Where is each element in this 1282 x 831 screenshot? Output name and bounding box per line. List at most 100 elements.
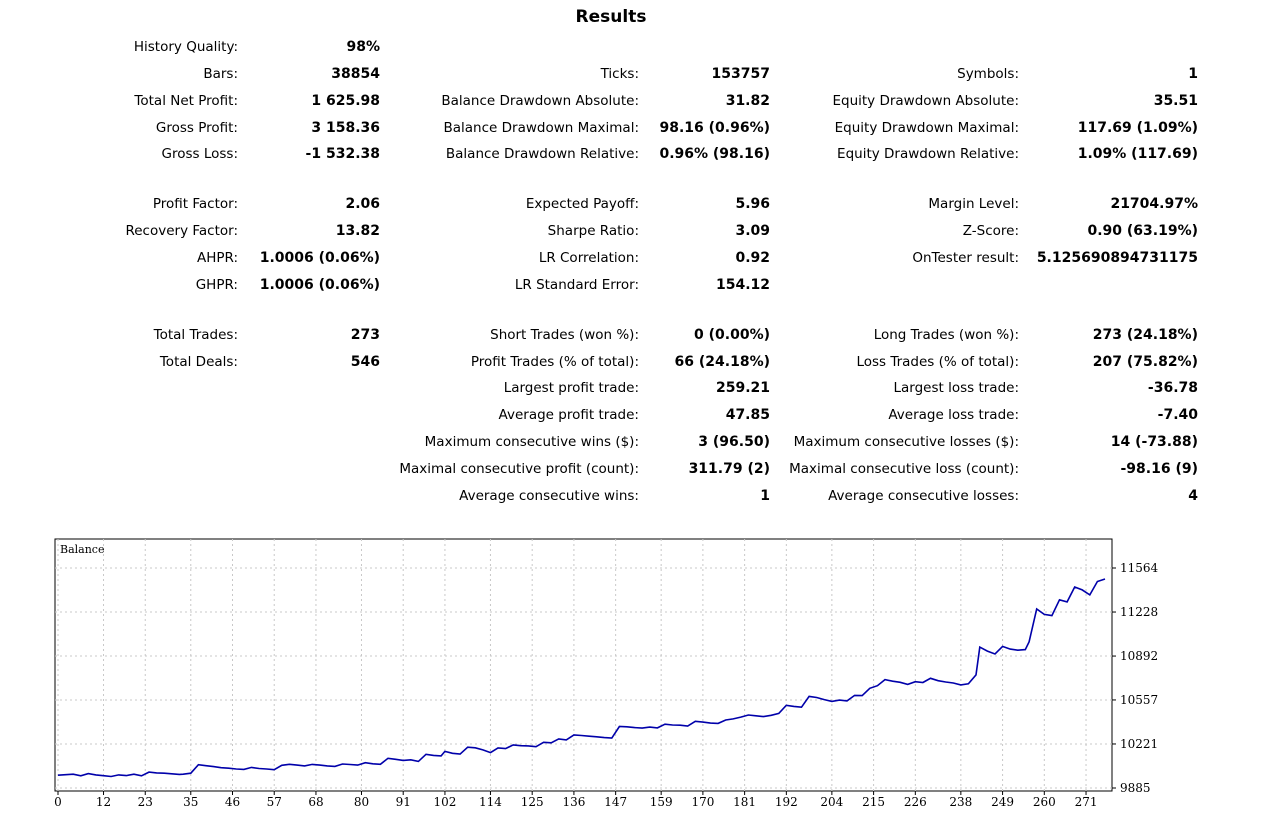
stat-value-equity-drawdown-relative: 1.09% (117.69): [1077, 146, 1198, 163]
stat-label-largest-loss-trade: Largest loss trade:: [893, 380, 1019, 397]
x-tick-label: 23: [138, 795, 153, 809]
stat-value-long-trades-won: 273 (24.18%): [1092, 326, 1198, 343]
x-tick-label: 57: [267, 795, 282, 809]
stat-label-balance-drawdown-relative: Balance Drawdown Relative:: [445, 146, 639, 163]
stat-value-total-deals: 546: [350, 353, 380, 370]
balance-chart: 0 12 23 35 46 57 68 80 91 102 114 125 136 147 159 170 18…: [0, 530, 1282, 827]
stat-label-long-trades-won: Long Trades (won %):: [873, 326, 1019, 343]
stat-value-average-consecutive-wins: 1: [760, 487, 770, 504]
stat-value-largest-profit-trade: 259.21: [715, 380, 770, 397]
stat-value-ahpr: 1.0006 (0.06%): [259, 249, 380, 266]
stat-label-expected-payoff: Expected Payoff:: [525, 196, 639, 213]
x-tick-label: 114: [479, 795, 502, 809]
y-tick-label: 11564: [1120, 561, 1159, 575]
x-tick-label: 136: [562, 795, 585, 809]
x-tick-label: 192: [775, 795, 798, 809]
stat-label-profit-factor: Profit Factor:: [152, 196, 238, 213]
x-tick-label: 35: [183, 795, 198, 809]
stat-value-margin-level: 21704.97%: [1110, 196, 1198, 213]
stat-value-balance-drawdown-relative: 0.96% (98.16): [659, 146, 770, 163]
stat-label-loss-trades-of-total: Loss Trades (% of total):: [856, 353, 1019, 370]
stat-label-lr-standard-error: LR Standard Error:: [514, 276, 639, 293]
stat-label-bars: Bars:: [203, 65, 238, 82]
stat-value-recovery-factor: 13.82: [335, 223, 380, 240]
stat-value-symbols: 1: [1188, 65, 1198, 82]
stat-value-sharpe-ratio: 3.09: [735, 223, 770, 240]
stat-value-maximum-consecutive-losses: 14 (-73.88): [1110, 434, 1198, 451]
x-tick-label: 159: [650, 795, 673, 809]
y-tick-label: 10892: [1120, 649, 1158, 663]
x-tick-label: 204: [820, 795, 843, 809]
balance-chart-svg: 0 12 23 35 46 57 68 80 91 102 114 125 136 147 159 170 18…: [54, 538, 1159, 809]
x-tick-label: 238: [949, 795, 972, 809]
chart-title: Balance: [60, 543, 104, 556]
stat-label-maximum-consecutive-losses: Maximum consecutive losses ($):: [793, 434, 1019, 451]
stat-label-ghpr: GHPR:: [195, 276, 238, 293]
x-tick-label: 125: [521, 795, 544, 809]
x-tick-label: 147: [604, 795, 627, 809]
stat-label-ahpr: AHPR:: [196, 249, 238, 266]
stat-value-total-trades: 273: [350, 326, 380, 343]
stat-value-ghpr: 1.0006 (0.06%): [259, 276, 380, 293]
stat-label-gross-loss: Gross Loss:: [161, 146, 239, 163]
stat-label-history-quality: History Quality:: [133, 39, 238, 55]
stat-label-ticks: Ticks:: [600, 65, 639, 82]
stat-value-expected-payoff: 5.96: [735, 196, 770, 213]
stat-value-profit-trades-of-total: 66 (24.18%): [674, 353, 770, 370]
stat-label-maximum-consecutive-wins: Maximum consecutive wins ($):: [424, 434, 639, 451]
stat-label-average-consecutive-losses: Average consecutive losses:: [828, 487, 1019, 504]
stat-label-z-score: Z-Score:: [962, 223, 1019, 240]
stat-value-z-score: 0.90 (63.19%): [1087, 223, 1198, 240]
stat-label-profit-trades-of-total: Profit Trades (% of total):: [470, 353, 639, 370]
stat-value-maximal-consecutive-loss-count: -98.16 (9): [1120, 460, 1198, 477]
stat-value-equity-drawdown-maximal: 117.69 (1.09%): [1077, 119, 1198, 136]
stat-label-lr-correlation: LR Correlation:: [538, 249, 639, 266]
x-tick-label: 46: [225, 795, 240, 809]
x-tick-label: 226: [904, 795, 927, 809]
stat-label-balance-drawdown-maximal: Balance Drawdown Maximal:: [443, 119, 640, 136]
x-tick-label: 249: [991, 795, 1014, 809]
stat-value-history-quality: 98%: [346, 39, 380, 55]
x-tick-label: 170: [691, 795, 714, 809]
stat-label-maximal-consecutive-profit-count: Maximal consecutive profit (count):: [399, 460, 639, 477]
stat-label-balance-drawdown-absolute: Balance Drawdown Absolute:: [441, 92, 639, 109]
x-tick-label: 68: [308, 795, 323, 809]
stat-value-gross-profit: 3 158.36: [311, 119, 380, 136]
stat-label-margin-level: Margin Level:: [928, 196, 1019, 213]
stat-label-equity-drawdown-maximal: Equity Drawdown Maximal:: [834, 119, 1019, 136]
stat-value-average-loss-trade: -7.40: [1157, 407, 1198, 424]
stat-value-balance-drawdown-absolute: 31.82: [725, 92, 770, 109]
results-title: Results: [575, 7, 647, 27]
x-tick-label: 12: [96, 795, 111, 809]
x-tick-label: 271: [1075, 795, 1098, 809]
stat-label-average-loss-trade: Average loss trade:: [888, 407, 1019, 424]
stat-label-gross-profit: Gross Profit:: [155, 119, 238, 136]
stat-value-gross-loss: -1 532.38: [305, 146, 380, 163]
x-tick-label: 0: [54, 795, 62, 809]
y-tick-label: 10221: [1120, 737, 1158, 751]
stat-value-ontester-result: 5.125690894731175: [1036, 249, 1198, 266]
stat-value-average-profit-trade: 47.85: [725, 407, 770, 424]
stat-label-total-deals: Total Deals:: [159, 353, 238, 370]
stat-value-short-trades-won: 0 (0.00%): [694, 326, 770, 343]
stat-value-profit-factor: 2.06: [345, 196, 380, 213]
stat-label-recovery-factor: Recovery Factor:: [125, 223, 238, 240]
stat-label-average-consecutive-wins: Average consecutive wins:: [459, 487, 639, 504]
stat-label-symbols: Symbols:: [957, 65, 1019, 82]
stat-value-maximal-consecutive-profit-count: 311.79 (2): [688, 460, 770, 477]
x-tick-label: 215: [862, 795, 885, 809]
stat-label-total-net-profit: Total Net Profit:: [134, 92, 238, 109]
stat-value-maximum-consecutive-wins: 3 (96.50): [698, 434, 770, 451]
stat-label-ontester-result: OnTester result:: [912, 249, 1019, 266]
stat-label-maximal-consecutive-loss-count: Maximal consecutive loss (count):: [789, 460, 1019, 477]
stat-value-largest-loss-trade: -36.78: [1147, 380, 1198, 397]
y-tick-label: 10557: [1120, 693, 1158, 707]
y-tick-label: 11228: [1120, 605, 1158, 619]
stat-value-bars: 38854: [331, 65, 380, 82]
stat-value-balance-drawdown-maximal: 98.16 (0.96%): [659, 119, 770, 136]
stat-label-largest-profit-trade: Largest profit trade:: [503, 380, 639, 397]
plot-area: [54, 538, 1113, 792]
y-tick-label: 9885: [1120, 781, 1151, 795]
stat-label-equity-drawdown-relative: Equity Drawdown Relative:: [837, 146, 1019, 163]
stat-label-average-profit-trade: Average profit trade:: [498, 407, 639, 424]
